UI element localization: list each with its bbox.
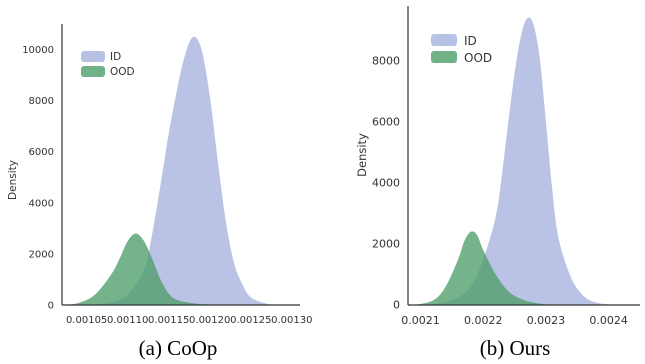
y-tick-label: 4000: [29, 198, 54, 209]
legend-swatch-id: [81, 51, 105, 62]
y-tick-label: 6000: [372, 115, 400, 128]
y-tick-label: 10000: [22, 45, 54, 56]
y-tick-label: 0: [393, 299, 400, 312]
y-tick-label: 2000: [29, 249, 54, 260]
areas-coop: [62, 36, 284, 306]
legend-swatch-ood: [81, 66, 105, 77]
legend-label-ood: OOD: [464, 51, 492, 65]
x-tick-label: 0.0021: [401, 314, 440, 327]
y-tick-label: 6000: [29, 147, 54, 158]
y-tick-label: 0: [48, 301, 54, 312]
x-tick-label: 0.00105: [66, 315, 107, 326]
y-ticks: 0 2000 4000 6000 8000: [372, 54, 400, 311]
y-tick-label: 4000: [372, 176, 400, 189]
x-tick-label: 0.0022: [464, 314, 503, 327]
x-ticks: 0.0021 0.0022 0.0023 0.0024: [401, 314, 628, 327]
x-tick-label: 0.00120: [189, 315, 230, 326]
area-ood: [414, 231, 559, 305]
legend-label-id: ID: [464, 34, 477, 48]
legend-ours: ID OOD: [431, 34, 492, 65]
x-tick-label: 0.00125: [230, 315, 271, 326]
x-ticks: 0.00105 0.00110 0.00115 0.00120 0.00125 0.001…: [66, 315, 313, 326]
legend-coop: ID OOD: [81, 51, 135, 78]
y-ticks: 0 2000 4000 6000 8000 10000: [22, 45, 54, 311]
y-tick-label: 2000: [372, 237, 400, 250]
area-ood: [62, 233, 227, 305]
area-id: [426, 17, 615, 305]
y-axis-label: Density: [7, 160, 19, 200]
legend-label-id: ID: [110, 51, 121, 63]
legend-swatch-ood: [431, 51, 457, 63]
x-tick-label: 0.00130: [271, 315, 312, 326]
legend-label-ood: OOD: [110, 66, 135, 78]
x-tick-label: 0.0024: [589, 314, 628, 327]
y-axis-label: Density: [355, 133, 369, 177]
caption-ours: (b) Ours: [480, 336, 551, 360]
caption-coop: (a) CoOp: [139, 336, 218, 360]
x-tick-label: 0.0023: [527, 314, 566, 327]
area-id: [86, 36, 284, 306]
y-tick-label: 8000: [372, 54, 400, 67]
x-tick-label: 0.00110: [107, 315, 148, 326]
x-tick-label: 0.00115: [148, 315, 189, 326]
y-tick-label: 8000: [29, 96, 54, 107]
areas-ours: [414, 17, 615, 305]
legend-swatch-id: [431, 34, 457, 46]
